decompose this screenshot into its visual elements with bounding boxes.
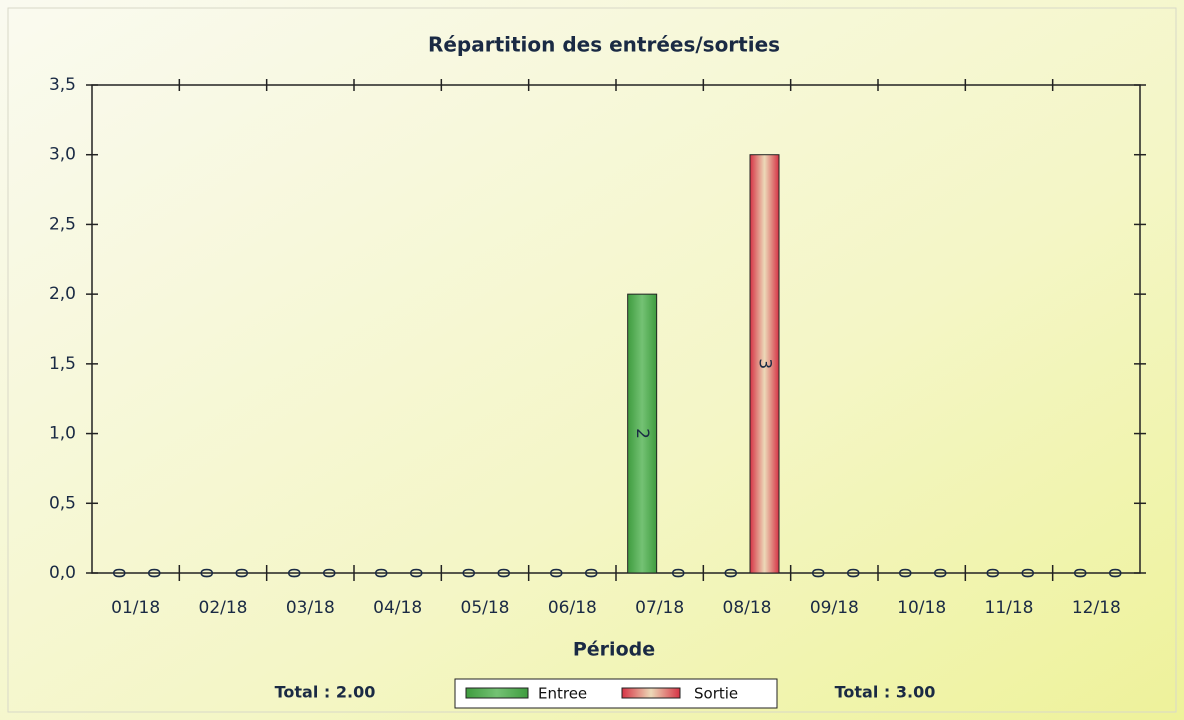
y-tick-label: 0,0 bbox=[49, 563, 76, 583]
x-tick-label: 12/18 bbox=[1072, 598, 1121, 618]
x-tick-label: 11/18 bbox=[985, 598, 1034, 618]
data-label: 0 bbox=[1069, 568, 1089, 579]
data-label: 0 bbox=[842, 568, 862, 579]
bar bbox=[749, 154, 780, 574]
data-label: 0 bbox=[108, 568, 128, 579]
data-label: 0 bbox=[894, 568, 914, 579]
x-tick-label: 04/18 bbox=[373, 598, 422, 618]
data-label: 0 bbox=[580, 568, 600, 579]
data-label: 0 bbox=[370, 568, 390, 579]
data-label: 2 bbox=[632, 428, 652, 439]
data-label: 0 bbox=[143, 568, 163, 579]
x-tick-label: 05/18 bbox=[461, 598, 510, 618]
data-label: 0 bbox=[405, 568, 425, 579]
data-label: 0 bbox=[929, 568, 949, 579]
data-label: 3 bbox=[755, 358, 775, 369]
frame bbox=[7, 7, 1177, 713]
y-tick-label: 1,0 bbox=[49, 424, 76, 444]
total: Total : 2.00 bbox=[275, 683, 376, 702]
x-tick-label: 10/18 bbox=[897, 598, 946, 618]
data-label: 0 bbox=[283, 568, 303, 579]
x-tick-label: 09/18 bbox=[810, 598, 859, 618]
y-tick-label: 0,5 bbox=[49, 493, 76, 513]
data-label: 0 bbox=[1104, 568, 1124, 579]
data-label: 0 bbox=[318, 568, 338, 579]
data-label: 0 bbox=[807, 568, 827, 579]
y-tick-label: 1,5 bbox=[49, 354, 76, 374]
x-axis-label: Période bbox=[573, 639, 655, 661]
data-label: 0 bbox=[1017, 568, 1037, 579]
data-label: 0 bbox=[231, 568, 251, 579]
x-tick-label: 06/18 bbox=[548, 598, 597, 618]
total: Total : 3.00 bbox=[835, 683, 936, 702]
legend-label: Sortie bbox=[694, 685, 738, 703]
x-tick-label: 01/18 bbox=[111, 598, 160, 618]
data-label: 0 bbox=[720, 568, 740, 579]
data-label: 0 bbox=[458, 568, 478, 579]
legend-swatch bbox=[621, 687, 681, 699]
y-tick-label: 2,5 bbox=[49, 214, 76, 234]
x-tick-label: 08/18 bbox=[723, 598, 772, 618]
legend-swatch bbox=[465, 687, 529, 699]
y-tick-label: 3,0 bbox=[49, 145, 76, 165]
data-label: 0 bbox=[545, 568, 565, 579]
x-tick-label: 03/18 bbox=[286, 598, 335, 618]
data-label: 0 bbox=[493, 568, 513, 579]
data-label: 0 bbox=[982, 568, 1002, 579]
data-label: 0 bbox=[196, 568, 216, 579]
x-tick-label: 02/18 bbox=[199, 598, 248, 618]
y-tick-label: 2,0 bbox=[49, 284, 76, 304]
bar bbox=[627, 293, 658, 574]
y-tick-label: 3,5 bbox=[49, 75, 76, 95]
chart-title: Répartition des entrées/sorties bbox=[428, 33, 780, 57]
data-label: 0 bbox=[667, 568, 687, 579]
x-tick-label: 07/18 bbox=[635, 598, 684, 618]
legend-label: Entree bbox=[538, 685, 587, 703]
